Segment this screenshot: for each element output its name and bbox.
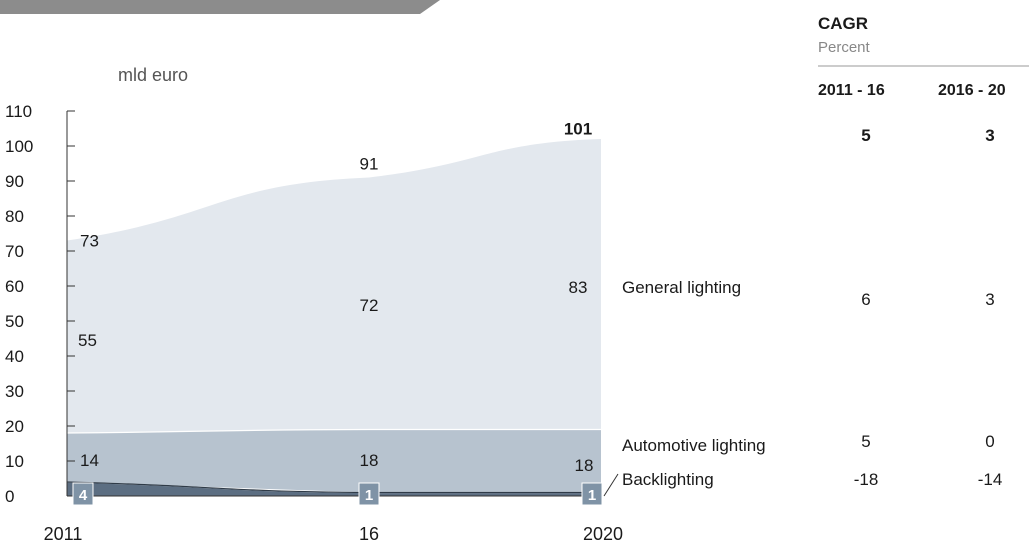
stacked-areas — [66, 139, 601, 496]
header-bar — [0, 0, 440, 14]
y-tick-label: 90 — [5, 172, 24, 191]
y-tick-label: 60 — [5, 277, 24, 296]
cagr-col-1: 2011 - 16 — [818, 82, 885, 99]
area-separator — [66, 428, 601, 434]
automotive-lighting-value: 18 — [360, 451, 379, 470]
backlighting-value: 1 — [365, 487, 373, 504]
x-tick-label: 2011 — [44, 524, 83, 544]
cagr-table: CAGR Percent 2011 - 16 2016 - 20 5 3 6 3 5 0 -… — [818, 14, 1029, 489]
cagr-col-2: 2016 - 20 — [938, 82, 1006, 99]
general-lighting-value: 55 — [78, 331, 97, 350]
backlighting-badge — [581, 482, 603, 506]
cagr-value: 5 — [861, 432, 870, 451]
cagr-title: CAGR — [818, 14, 868, 33]
backlighting-badge — [358, 482, 380, 506]
y-tick-label: 70 — [5, 242, 24, 261]
y-tick-label: 110 — [5, 102, 32, 121]
y-tick-label: 0 — [5, 487, 14, 506]
data-labels: 73 91 101 55 72 83 14 18 18 4 1 1 — [72, 120, 619, 506]
x-tick-label: 16 — [359, 524, 379, 544]
cagr-subtitle: Percent — [818, 39, 871, 56]
y-tick-label: 50 — [5, 312, 24, 331]
general-lighting-value: 83 — [569, 278, 588, 297]
area-automotive-lighting — [67, 429, 601, 493]
cagr-value: 3 — [985, 290, 994, 309]
x-tick-label: 2020 — [583, 524, 623, 544]
area-general-lighting — [67, 139, 601, 433]
x-axis-labels: 2011 16 2020 — [44, 524, 623, 544]
backlighting-badge — [72, 482, 94, 506]
series-label: Backlighting — [622, 470, 714, 489]
y-tick-label: 10 — [5, 452, 24, 471]
automotive-lighting-value: 14 — [80, 451, 99, 470]
cagr-value: 3 — [985, 126, 994, 145]
total-label: 73 — [80, 232, 99, 251]
cagr-value: -18 — [854, 470, 879, 489]
backlighting-value: 1 — [588, 487, 596, 504]
total-label: 91 — [360, 155, 379, 174]
y-tick-label: 40 — [5, 347, 24, 366]
series-label: Automotive lighting — [622, 436, 766, 455]
backlighting-leader — [603, 473, 619, 497]
y-tick-label: 20 — [5, 417, 24, 436]
total-label: 101 — [564, 120, 592, 139]
cagr-value: -14 — [978, 470, 1003, 489]
series-label: General lighting — [622, 278, 741, 297]
cagr-value: 0 — [985, 432, 994, 451]
cagr-value: 5 — [861, 126, 870, 145]
unit-label: mld euro — [118, 65, 188, 85]
backlighting-value: 4 — [79, 487, 88, 504]
y-tick-label: 100 — [5, 137, 33, 156]
y-tick-label: 80 — [5, 207, 24, 226]
cagr-value: 6 — [861, 290, 870, 309]
automotive-lighting-value: 18 — [575, 456, 594, 475]
series-labels: Backlighting Automotive lighting General l… — [622, 278, 766, 489]
y-tick-label: 30 — [5, 382, 24, 401]
y-axis: 0 10 20 30 40 50 60 70 80 90 100 110 — [5, 102, 601, 506]
general-lighting-value: 72 — [360, 296, 379, 315]
